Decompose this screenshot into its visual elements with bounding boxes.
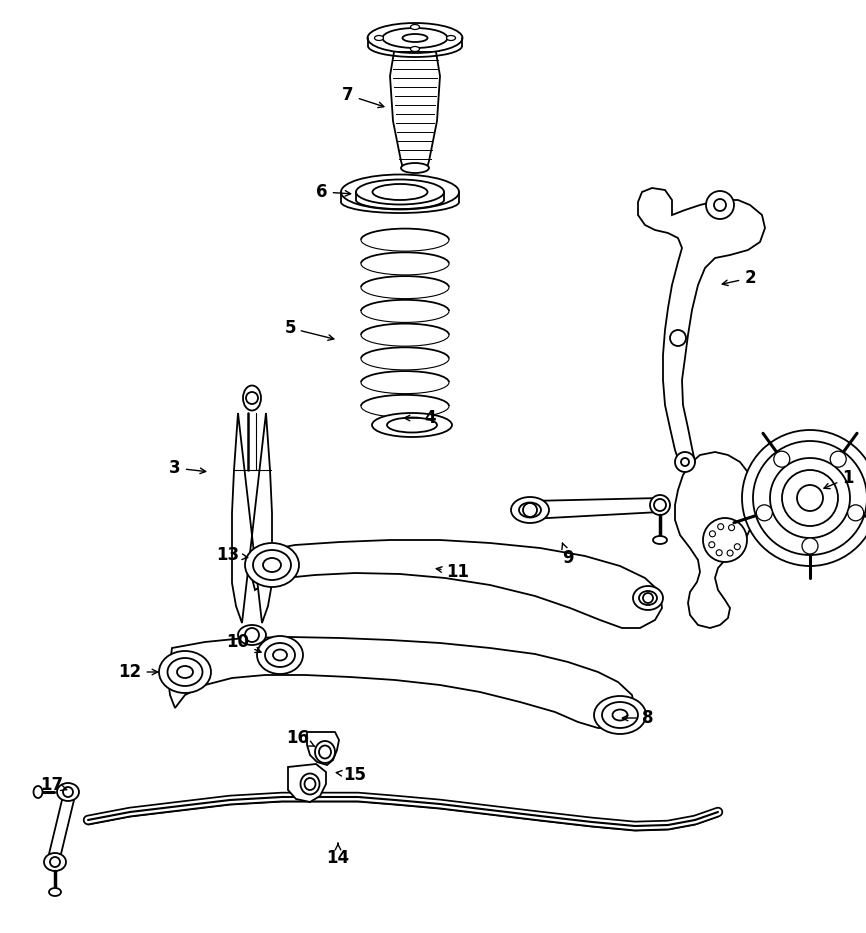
Ellipse shape: [243, 385, 261, 411]
Text: 1: 1: [824, 469, 854, 489]
Ellipse shape: [594, 696, 646, 734]
Ellipse shape: [57, 783, 79, 801]
Circle shape: [753, 441, 866, 555]
Text: 4: 4: [404, 409, 436, 427]
Circle shape: [681, 458, 689, 466]
Text: 9: 9: [562, 543, 574, 567]
Circle shape: [714, 199, 726, 211]
Ellipse shape: [650, 495, 670, 515]
Ellipse shape: [44, 853, 66, 871]
Text: 7: 7: [342, 86, 384, 107]
Ellipse shape: [410, 24, 419, 30]
Ellipse shape: [447, 35, 456, 40]
Ellipse shape: [257, 636, 303, 674]
Text: 13: 13: [216, 546, 248, 564]
Text: 8: 8: [623, 709, 654, 727]
Ellipse shape: [612, 709, 628, 720]
Text: 3: 3: [169, 459, 206, 477]
Ellipse shape: [383, 28, 448, 48]
Circle shape: [675, 452, 695, 472]
Polygon shape: [168, 637, 635, 728]
Polygon shape: [675, 452, 755, 628]
Text: 15: 15: [336, 766, 366, 784]
Text: 16: 16: [287, 729, 315, 747]
Ellipse shape: [374, 35, 384, 40]
Circle shape: [245, 628, 259, 642]
Circle shape: [716, 550, 722, 556]
Polygon shape: [252, 540, 662, 628]
Circle shape: [742, 430, 866, 566]
Ellipse shape: [159, 651, 211, 693]
Ellipse shape: [387, 417, 437, 433]
Ellipse shape: [519, 503, 541, 518]
Circle shape: [706, 191, 734, 219]
Circle shape: [246, 392, 258, 404]
Ellipse shape: [356, 179, 444, 204]
Circle shape: [703, 518, 747, 562]
Circle shape: [654, 499, 666, 511]
Circle shape: [797, 485, 823, 511]
Circle shape: [734, 544, 740, 550]
Circle shape: [830, 452, 846, 467]
Circle shape: [802, 538, 818, 554]
Ellipse shape: [177, 666, 193, 678]
Text: 11: 11: [436, 563, 469, 581]
Circle shape: [718, 523, 724, 530]
Text: 12: 12: [119, 663, 158, 681]
Polygon shape: [232, 413, 272, 623]
Ellipse shape: [372, 184, 428, 200]
Text: 10: 10: [227, 633, 261, 652]
Circle shape: [523, 503, 537, 517]
Ellipse shape: [34, 786, 42, 798]
Ellipse shape: [253, 550, 291, 580]
Circle shape: [50, 857, 60, 867]
Ellipse shape: [602, 702, 638, 728]
Circle shape: [782, 470, 838, 526]
Polygon shape: [390, 46, 440, 168]
Circle shape: [708, 542, 714, 548]
Circle shape: [756, 505, 772, 521]
Ellipse shape: [372, 413, 452, 437]
Ellipse shape: [633, 586, 663, 610]
Circle shape: [774, 452, 790, 467]
Ellipse shape: [653, 536, 667, 544]
Text: 2: 2: [722, 269, 756, 287]
Ellipse shape: [263, 558, 281, 572]
Text: 5: 5: [284, 319, 333, 341]
Circle shape: [643, 593, 653, 603]
Text: 6: 6: [316, 183, 351, 201]
Polygon shape: [307, 732, 339, 765]
Circle shape: [670, 330, 686, 346]
Circle shape: [727, 550, 734, 556]
Ellipse shape: [341, 174, 459, 210]
Ellipse shape: [238, 625, 266, 645]
Circle shape: [728, 524, 734, 531]
Ellipse shape: [639, 591, 657, 605]
Circle shape: [848, 505, 863, 521]
Ellipse shape: [401, 163, 429, 173]
Ellipse shape: [49, 888, 61, 896]
Circle shape: [63, 787, 73, 797]
Ellipse shape: [265, 643, 295, 667]
Polygon shape: [288, 764, 326, 802]
Ellipse shape: [245, 543, 299, 587]
Circle shape: [709, 531, 715, 536]
Polygon shape: [638, 188, 765, 465]
Ellipse shape: [167, 658, 203, 686]
Text: 17: 17: [41, 776, 67, 794]
Circle shape: [770, 458, 850, 538]
Ellipse shape: [273, 649, 287, 661]
Ellipse shape: [410, 47, 419, 51]
Ellipse shape: [511, 497, 549, 523]
Polygon shape: [530, 498, 660, 519]
Polygon shape: [49, 800, 74, 854]
Ellipse shape: [403, 34, 428, 42]
Ellipse shape: [367, 23, 462, 53]
Text: 14: 14: [326, 843, 350, 867]
